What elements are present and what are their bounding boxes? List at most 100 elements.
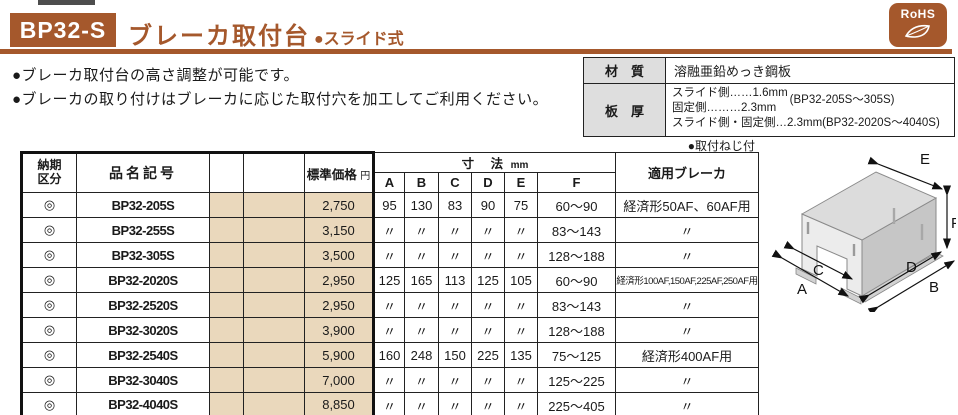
price-value: 3,900 [304,317,375,343]
header-delivery-line2: 区分 [37,172,62,186]
material-value: 溶融亜鉛めっき鋼板 [674,64,792,79]
dim-e-value: 〃 [504,392,538,415]
breaker-value: 〃 [615,217,759,243]
rohs-badge: RoHS [889,3,947,47]
bullet-item: ●ブレーカ取付台の高さ調整が可能です。 [12,67,300,84]
thickness-range2: (BP32-2020S〜4040S) [822,116,940,129]
empty-cell [209,392,244,415]
product-code: BP32-3040S [76,367,210,393]
dim-f-value: 75〜125 [537,342,616,368]
price-value: 3,150 [304,217,375,243]
empty-cell [243,342,305,368]
dim-c-value: 〃 [438,392,472,415]
table-row: ◎ BP32-4040S 8,850 〃 〃 〃 〃 〃 225〜405 〃 [20,392,759,415]
header-dim-e: E [504,172,538,193]
dim-a-value: 〃 [373,367,405,393]
price-value: 7,000 [304,367,375,393]
delivery-mark: ◎ [20,392,77,415]
table-row: ◎ BP32-3040S 7,000 〃 〃 〃 〃 〃 125〜225 〃 [20,367,759,393]
delivery-mark: ◎ [20,367,77,393]
table-row: ◎ BP32-3020S 3,900 〃 〃 〃 〃 〃 128〜188 〃 [20,317,759,343]
product-code: BP32-305S [76,242,210,268]
material-spec-table: 材 質 溶融亜鉛めっき鋼板 板 厚 スライド側……1.6mm 固定側………2.3… [583,57,955,137]
dim-a-value: 〃 [373,392,405,415]
title-text: ブレーカ取付台 [128,23,310,50]
breaker-value: 〃 [615,242,759,268]
dim-label-b: B [929,279,939,296]
empty-cell [209,242,244,268]
header-dim-f: F [537,172,616,193]
empty-cell [209,192,244,218]
dim-d-value: 90 [471,192,505,218]
dim-c-value: 〃 [438,242,472,268]
dim-a-value: 160 [373,342,405,368]
dim-f-value: 60〜90 [537,267,616,293]
product-table: 納期 区分 品名記号 標準価格 円 寸 法 mm 適用ブレーカ A B [20,151,759,415]
dim-c-value: 150 [438,342,472,368]
empty-cell [243,367,305,393]
dim-label-d: D [906,259,917,276]
dim-b-value: 130 [404,192,439,218]
delivery-mark: ◎ [20,242,77,268]
dim-c-value: 〃 [438,217,472,243]
delivery-mark: ◎ [20,267,77,293]
breaker-value: 〃 [615,317,759,343]
dim-e-value: 〃 [504,217,538,243]
empty-cell [243,192,305,218]
dim-label-a: A [797,281,807,298]
thickness-value: スライド側……1.6mm 固定側………2.3mm (BP32-205S〜305S… [666,84,954,136]
screw-note: ●取付ねじ付 [687,139,755,153]
header-delivery-line1: 納期 [37,158,62,173]
table-row: ◎ BP32-255S 3,150 〃 〃 〃 〃 〃 83〜143 〃 [20,217,759,243]
dim-d-value: 〃 [471,242,505,268]
dim-d-value: 〃 [471,392,505,415]
isometric-diagram: E F D B C A [766,148,958,316]
empty-cell [243,267,305,293]
dim-a-value: 〃 [373,242,405,268]
product-code: BP32-2020S [76,267,210,293]
rohs-label: RoHS [900,7,936,21]
product-code: BP32-2540S [76,342,210,368]
empty-cell [209,317,244,343]
header-dimensions-group: 寸 法 mm [373,152,616,173]
empty-cell [243,292,305,318]
dim-b-value: 〃 [404,392,439,415]
breaker-value: 経済形50AF、60AF用 [615,192,759,218]
dim-c-value: 113 [438,267,472,293]
thickness-line2: 固定側………2.3mm [672,101,777,114]
header-price-text: 標準価格 [306,167,357,182]
dim-c-value: 〃 [438,292,472,318]
page-title: ブレーカ取付台 ●スライド式 [128,16,404,51]
dim-f-value: 128〜188 [537,242,616,268]
empty-cell [243,242,305,268]
thickness-line1: スライド側……1.6mm [672,87,788,99]
breaker-value: 〃 [615,292,759,318]
empty-cell [209,267,244,293]
header-rule [0,49,952,54]
dim-e-value: 〃 [504,242,538,268]
breaker-value: 〃 [615,367,759,393]
header-delivery: 納期 区分 [20,151,77,193]
empty-cell [209,342,244,368]
dim-e-value: 135 [504,342,538,368]
empty-cell [243,317,305,343]
empty-cell [209,217,244,243]
thickness-label: 板 厚 [584,84,666,136]
header-dim-a: A [373,172,405,193]
dim-d-value: 225 [471,342,505,368]
feature-bullets: ●ブレーカ取付台の高さ調整が可能です。 ●ブレーカの取り付けはブレーカに応じた取… [12,64,548,113]
product-code: BP32-205S [76,192,210,218]
bullet-item: ●ブレーカの取り付けはブレーカに応じた取付穴を加工してご利用ください。 [12,91,549,109]
dim-a-value: 95 [373,192,405,218]
price-value: 2,950 [304,267,375,293]
dim-arrow-a [771,249,850,297]
header-price: 標準価格 円 [304,151,375,193]
header-price-unit: 円 [360,170,371,182]
dim-e-value: 105 [504,267,538,293]
product-code: BP32-4040S [76,392,210,415]
empty-cell [243,217,305,243]
empty-cell [209,292,244,318]
breaker-value: 経済形400AF用 [615,342,759,368]
price-value: 2,750 [304,192,375,218]
material-label: 材 質 [584,58,666,83]
